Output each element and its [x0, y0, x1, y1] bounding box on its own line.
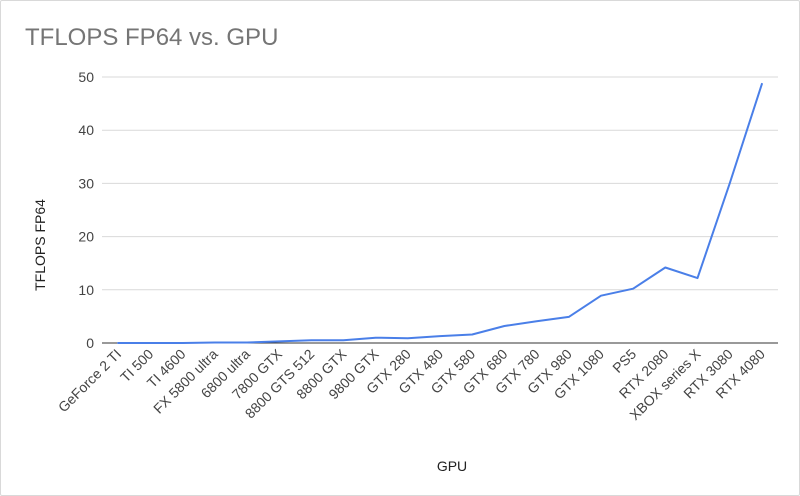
y-tick-label: 30	[78, 175, 94, 191]
x-tick-label: GeForce 2 TI	[55, 346, 124, 415]
y-tick-label: 50	[78, 69, 94, 85]
y-tick-label: 0	[86, 335, 94, 351]
y-tick-label: 40	[78, 122, 94, 138]
y-tick-label: 20	[78, 229, 94, 245]
chart-title: TFLOPS FP64 vs. GPU	[25, 24, 279, 51]
y-tick-label: 10	[78, 282, 94, 298]
x-axis-label: GPU	[436, 458, 468, 474]
series-line	[117, 82, 763, 344]
